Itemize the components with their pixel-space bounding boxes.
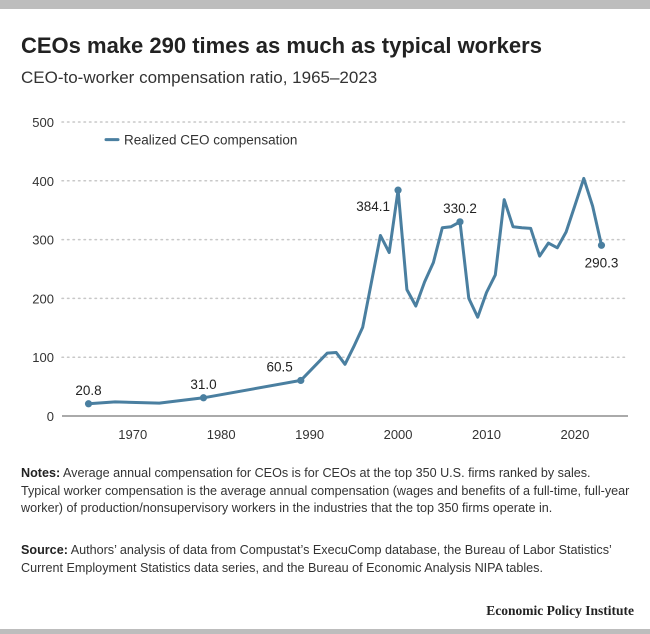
notes-text: Average annual compensation for CEOs is … [21, 466, 630, 515]
source-label: Source: [21, 543, 68, 557]
data-point-1965 [84, 400, 93, 408]
data-label-2023: 290.3 [585, 255, 619, 270]
data-label-2007: 330.2 [443, 201, 477, 216]
notes-label: Notes: [21, 466, 61, 480]
x-tick-label: 1990 [295, 427, 324, 442]
data-label-1965: 20.8 [75, 383, 101, 398]
x-tick-label: 2010 [472, 427, 501, 442]
y-tick-label: 200 [32, 291, 54, 306]
y-tick-label: 300 [32, 233, 54, 248]
x-tick-label: 1980 [207, 427, 236, 442]
data-label-1978: 31.0 [190, 377, 216, 392]
bottom-border [0, 629, 650, 634]
chart-title: CEOs make 290 times as much as typical w… [21, 33, 542, 58]
y-tick-label: 400 [32, 174, 54, 189]
x-tick-label: 2020 [560, 427, 589, 442]
top-border [0, 0, 650, 9]
data-point-2023 [597, 241, 606, 249]
y-tick-label: 100 [32, 350, 54, 365]
y-tick-label: 0 [47, 409, 54, 424]
data-point-1989 [297, 376, 305, 385]
data-label-1989: 60.5 [267, 359, 293, 374]
source-text: Authors’ analysis of data from Compustat… [21, 543, 612, 575]
y-tick-label: 500 [32, 115, 54, 130]
data-point-2000 [394, 186, 402, 194]
data-point-2007 [456, 218, 464, 226]
x-tick-label: 2000 [384, 427, 413, 442]
chart-subtitle: CEO-to-worker compensation ratio, 1965–2… [21, 68, 378, 87]
series-line-realized-ceo-compensation [87, 176, 603, 406]
publisher-credit: Economic Policy Institute [486, 603, 634, 618]
line-chart: 0 100 200 300 400 500 1970 1980 1990 2000 2010 2020… [32, 115, 629, 442]
legend-label: Realized CEO compensation [124, 133, 297, 148]
x-tick-label: 1970 [118, 427, 147, 442]
notes-paragraph: Notes: Average annual compensation for C… [21, 465, 633, 518]
data-label-2000: 384.1 [356, 199, 390, 214]
data-point-1978 [199, 394, 208, 402]
source-paragraph: Source: Authors’ analysis of data from C… [21, 542, 633, 577]
